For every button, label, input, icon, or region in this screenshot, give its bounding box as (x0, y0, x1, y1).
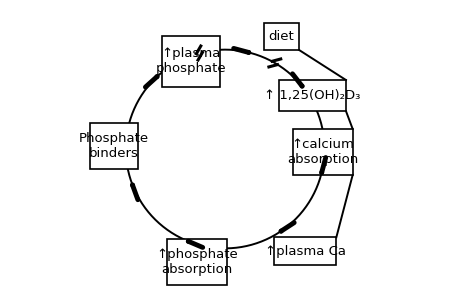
Text: ↑plasma
phosphate: ↑plasma phosphate (156, 47, 227, 75)
FancyBboxPatch shape (279, 80, 346, 111)
Text: diet: diet (269, 30, 294, 43)
Text: ↑phosphate
absorption: ↑phosphate absorption (156, 248, 238, 276)
FancyBboxPatch shape (166, 239, 228, 285)
Text: ↑ 1,25(OH)₂D₃: ↑ 1,25(OH)₂D₃ (264, 89, 361, 102)
FancyBboxPatch shape (274, 237, 337, 266)
FancyBboxPatch shape (90, 123, 137, 169)
FancyBboxPatch shape (264, 23, 299, 50)
Text: Phosphate
binders: Phosphate binders (79, 132, 149, 160)
FancyBboxPatch shape (293, 129, 353, 175)
Text: ↑plasma Ca: ↑plasma Ca (264, 245, 346, 258)
FancyBboxPatch shape (162, 35, 220, 87)
Text: ↑calcium
absorption: ↑calcium absorption (287, 138, 359, 166)
